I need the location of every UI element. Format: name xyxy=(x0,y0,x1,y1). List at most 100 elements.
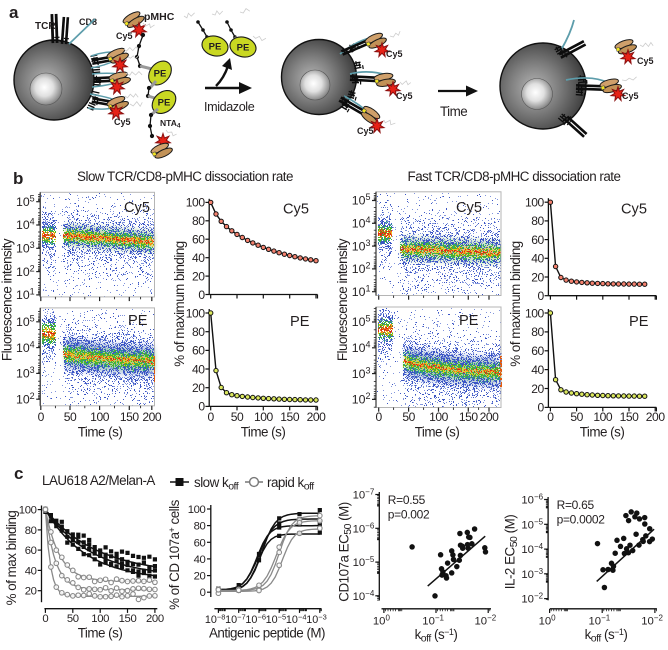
svg-text:20: 20 xyxy=(531,270,544,284)
svg-text:LAU618 A2/Melan-A: LAU618 A2/Melan-A xyxy=(42,473,155,488)
svg-text:100: 100 xyxy=(90,410,110,424)
svg-text:% of max binding: % of max binding xyxy=(4,511,19,606)
svg-text:Antigenic peptide (M): Antigenic peptide (M) xyxy=(209,626,325,641)
svg-text:R=0.55: R=0.55 xyxy=(388,493,426,507)
svg-text:0: 0 xyxy=(538,289,545,303)
svg-text:60: 60 xyxy=(192,233,205,247)
svg-text:Imidazole: Imidazole xyxy=(204,100,255,114)
svg-text:IL-2 EC50 (M): IL-2 EC50 (M) xyxy=(503,515,521,589)
svg-text:150: 150 xyxy=(459,410,479,424)
svg-text:200: 200 xyxy=(146,613,164,625)
svg-text:PE: PE xyxy=(629,314,649,330)
svg-text:c: c xyxy=(14,464,23,483)
svg-text:Cy5: Cy5 xyxy=(357,126,374,136)
svg-text:50: 50 xyxy=(67,613,79,625)
svg-text:TCR: TCR xyxy=(35,21,56,32)
svg-text:Fluorescence intensity: Fluorescence intensity xyxy=(0,238,15,361)
svg-text:% of CD 107a+ cells: % of CD 107a+ cells xyxy=(167,499,182,609)
svg-text:20: 20 xyxy=(192,269,205,283)
svg-text:Slow TCR/CD8-pMHC dissociation: Slow TCR/CD8-pMHC dissociation rate xyxy=(77,169,293,184)
svg-text:80: 80 xyxy=(25,525,37,537)
svg-text:PE: PE xyxy=(158,97,171,108)
svg-text:100: 100 xyxy=(19,505,37,517)
svg-text:PE: PE xyxy=(237,42,250,53)
svg-text:40: 40 xyxy=(192,251,205,265)
svg-text:0: 0 xyxy=(38,410,45,424)
svg-text:40: 40 xyxy=(25,565,37,577)
svg-text:200: 200 xyxy=(142,410,162,424)
svg-text:Cy5: Cy5 xyxy=(621,202,647,218)
svg-text:100: 100 xyxy=(188,504,206,516)
svg-text:0: 0 xyxy=(208,410,215,424)
svg-text:100: 100 xyxy=(429,410,449,424)
svg-text:150: 150 xyxy=(280,410,300,424)
svg-text:Fast TCR/CD8-pMHC dissociation: Fast TCR/CD8-pMHC dissociation rate xyxy=(408,169,621,184)
svg-text:40: 40 xyxy=(194,554,206,566)
svg-text:40: 40 xyxy=(531,252,544,266)
svg-text:Cy5: Cy5 xyxy=(637,56,654,66)
svg-text:80: 80 xyxy=(192,325,205,339)
svg-text:rapid koff: rapid koff xyxy=(267,475,314,493)
svg-text:20: 20 xyxy=(194,571,206,583)
svg-text:% of maximum binding: % of maximum binding xyxy=(508,241,523,367)
svg-text:0: 0 xyxy=(547,410,554,424)
svg-text:Cy5: Cy5 xyxy=(386,49,403,59)
svg-text:PE: PE xyxy=(128,313,148,329)
svg-text:Time (s): Time (s) xyxy=(78,626,123,641)
svg-text:20: 20 xyxy=(531,382,544,396)
svg-text:Cy5: Cy5 xyxy=(396,91,413,101)
svg-text:Time (s): Time (s) xyxy=(580,425,625,440)
svg-text:R=0.65: R=0.65 xyxy=(557,498,595,512)
svg-text:80: 80 xyxy=(531,214,544,228)
svg-text:CD107a EC50 (M): CD107a EC50 (M) xyxy=(337,502,355,601)
svg-text:NTA4: NTA4 xyxy=(160,118,181,130)
svg-text:200: 200 xyxy=(480,410,500,424)
svg-text:Cy5: Cy5 xyxy=(114,117,131,127)
svg-text:PE: PE xyxy=(209,41,222,52)
svg-text:150: 150 xyxy=(120,410,140,424)
svg-text:% of maximum binding: % of maximum binding xyxy=(172,241,187,367)
svg-text:Time (s): Time (s) xyxy=(241,425,286,440)
svg-text:60: 60 xyxy=(194,537,206,549)
svg-text:60: 60 xyxy=(531,344,544,358)
svg-text:0: 0 xyxy=(198,288,205,302)
svg-text:100: 100 xyxy=(186,196,206,210)
svg-text:Time: Time xyxy=(440,104,467,119)
svg-text:PE: PE xyxy=(290,314,310,330)
svg-text:0: 0 xyxy=(376,410,383,424)
svg-text:Cy5: Cy5 xyxy=(124,200,150,216)
svg-text:p=0.0002: p=0.0002 xyxy=(557,513,606,527)
svg-text:100: 100 xyxy=(186,306,206,320)
svg-text:Cy5: Cy5 xyxy=(116,31,133,41)
svg-text:0: 0 xyxy=(198,400,205,414)
svg-text:80: 80 xyxy=(531,325,544,339)
svg-text:150: 150 xyxy=(119,613,137,625)
svg-text:100: 100 xyxy=(593,410,613,424)
svg-text:20: 20 xyxy=(25,586,37,598)
svg-text:100: 100 xyxy=(91,613,109,625)
svg-text:50: 50 xyxy=(402,410,415,424)
svg-text:b: b xyxy=(13,169,23,188)
svg-text:0: 0 xyxy=(200,587,206,599)
svg-text:PE: PE xyxy=(459,313,479,329)
svg-text:20: 20 xyxy=(192,381,205,395)
svg-text:PE: PE xyxy=(154,68,167,79)
svg-text:60: 60 xyxy=(25,545,37,557)
svg-text:50: 50 xyxy=(231,410,244,424)
svg-text:CD8: CD8 xyxy=(79,17,97,27)
svg-text:40: 40 xyxy=(192,362,205,376)
svg-text:Time (s): Time (s) xyxy=(415,425,460,440)
svg-text:Cy5: Cy5 xyxy=(283,202,309,218)
svg-text:100: 100 xyxy=(525,196,545,210)
svg-text:Fluorescence intensity: Fluorescence intensity xyxy=(335,238,350,361)
svg-text:50: 50 xyxy=(64,410,77,424)
svg-text:80: 80 xyxy=(194,521,206,533)
svg-text:Cy5: Cy5 xyxy=(622,91,639,101)
svg-text:100: 100 xyxy=(254,410,274,424)
svg-text:50: 50 xyxy=(570,410,583,424)
svg-text:60: 60 xyxy=(531,233,544,247)
svg-text:0: 0 xyxy=(42,613,48,625)
svg-text:pMHC: pMHC xyxy=(144,11,175,23)
svg-text:100: 100 xyxy=(525,306,545,320)
svg-text:0: 0 xyxy=(538,401,545,415)
